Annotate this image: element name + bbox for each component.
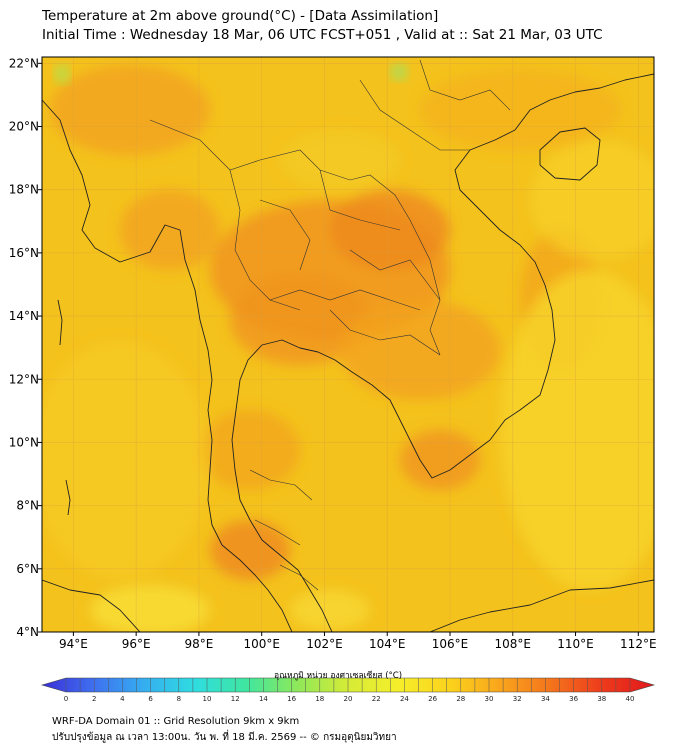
- y-tick-label: 10°N: [9, 435, 39, 449]
- temperature-field: [42, 57, 654, 632]
- map-subtitle: Initial Time : Wednesday 18 Mar, 06 UTC …: [42, 27, 603, 43]
- colorbar-tick-label: 26: [428, 695, 437, 703]
- colorbar-tick-label: 12: [231, 695, 240, 703]
- x-tick-label: 102°E: [306, 637, 343, 651]
- colorbar-tick-label: 18: [315, 695, 324, 703]
- colorbar-tick-labels: 0 2 4 6 8 10 12 14 16 18 20 22 24 26 28 30 32 34 36 38 40: [64, 695, 635, 703]
- colorbar-tick-label: 38: [597, 695, 606, 703]
- x-tick-label: 100°E: [243, 637, 280, 651]
- colorbar-label: อุณหภูมิ หน่วย องศาเซลเซียส (°C): [273, 671, 403, 681]
- colorbar-tick-label: 10: [203, 695, 212, 703]
- colorbar-tick-label: 22: [372, 695, 381, 703]
- y-tick-label: 6°N: [16, 562, 39, 576]
- footer-model-info: WRF-DA Domain 01 :: Grid Resolution 9km …: [52, 716, 300, 727]
- y-axis-labels: 22°N 20°N 18°N 16°N 14°N 12°N 10°N 8°N 6°N 4°N: [9, 56, 39, 639]
- x-tick-label: 112°E: [620, 637, 657, 651]
- colorbar-tick-label: 40: [626, 695, 635, 703]
- x-tick-label: 96°E: [122, 637, 151, 651]
- colorbar-tick-label: 28: [456, 695, 465, 703]
- graticule: [42, 57, 654, 632]
- y-tick-label: 4°N: [16, 625, 39, 639]
- y-tick-label: 8°N: [16, 499, 39, 513]
- y-tick-label: 18°N: [9, 183, 39, 197]
- x-tick-label: 108°E: [495, 637, 532, 651]
- cool-spot: [391, 64, 407, 80]
- map-frame: [41, 56, 655, 633]
- colorbar-tick-label: 24: [400, 695, 409, 703]
- colorbar-tick-label: 2: [92, 695, 96, 703]
- coastlines: [42, 73, 654, 632]
- y-tick-label: 16°N: [9, 246, 39, 260]
- y-tick-label: 14°N: [9, 309, 39, 323]
- colorbar-tick-label: 20: [344, 695, 353, 703]
- colorbar-tick-label: 16: [287, 695, 296, 703]
- x-tick-label: 98°E: [184, 637, 213, 651]
- colorbar: 0 2 4 6 8 10 12 14 16 18 20 22 24 26 28 30 32 34 36 38 40: [40, 677, 656, 703]
- footer-update-info: ปรับปรุงข้อมูล ณ เวลา 13:00น. วัน พ. ที่…: [52, 732, 397, 743]
- borders: [149, 59, 511, 591]
- colorbar-tick-label: 0: [64, 695, 68, 703]
- colorbar-tick-label: 30: [485, 695, 494, 703]
- colorbar-ticks: [65, 678, 631, 692]
- cool-spot: [55, 65, 69, 83]
- x-tick-label: 104°E: [369, 637, 406, 651]
- colorbar-tick-label: 32: [513, 695, 522, 703]
- x-tick-label: 94°E: [59, 637, 88, 651]
- colorbar-tick-label: 4: [120, 695, 125, 703]
- y-tick-label: 12°N: [9, 372, 39, 386]
- x-tick-label: 106°E: [432, 637, 469, 651]
- x-tick-label: 110°E: [557, 637, 594, 651]
- x-axis-labels: 94°E 96°E 98°E 100°E 102°E 104°E 106°E 108°E 110…: [59, 637, 657, 651]
- colorbar-tick-label: 8: [177, 695, 181, 703]
- axis-ticks: [38, 62, 639, 636]
- y-tick-label: 22°N: [9, 56, 39, 70]
- colorbar-tick-label: 36: [569, 695, 578, 703]
- map-title: Temperature at 2m above ground(°C) - [Da…: [42, 8, 439, 24]
- colorbar-tick-label: 6: [148, 695, 153, 703]
- y-tick-label: 20°N: [9, 120, 39, 134]
- colorbar-tick-label: 34: [541, 695, 550, 703]
- colorbar-tick-label: 14: [259, 695, 268, 703]
